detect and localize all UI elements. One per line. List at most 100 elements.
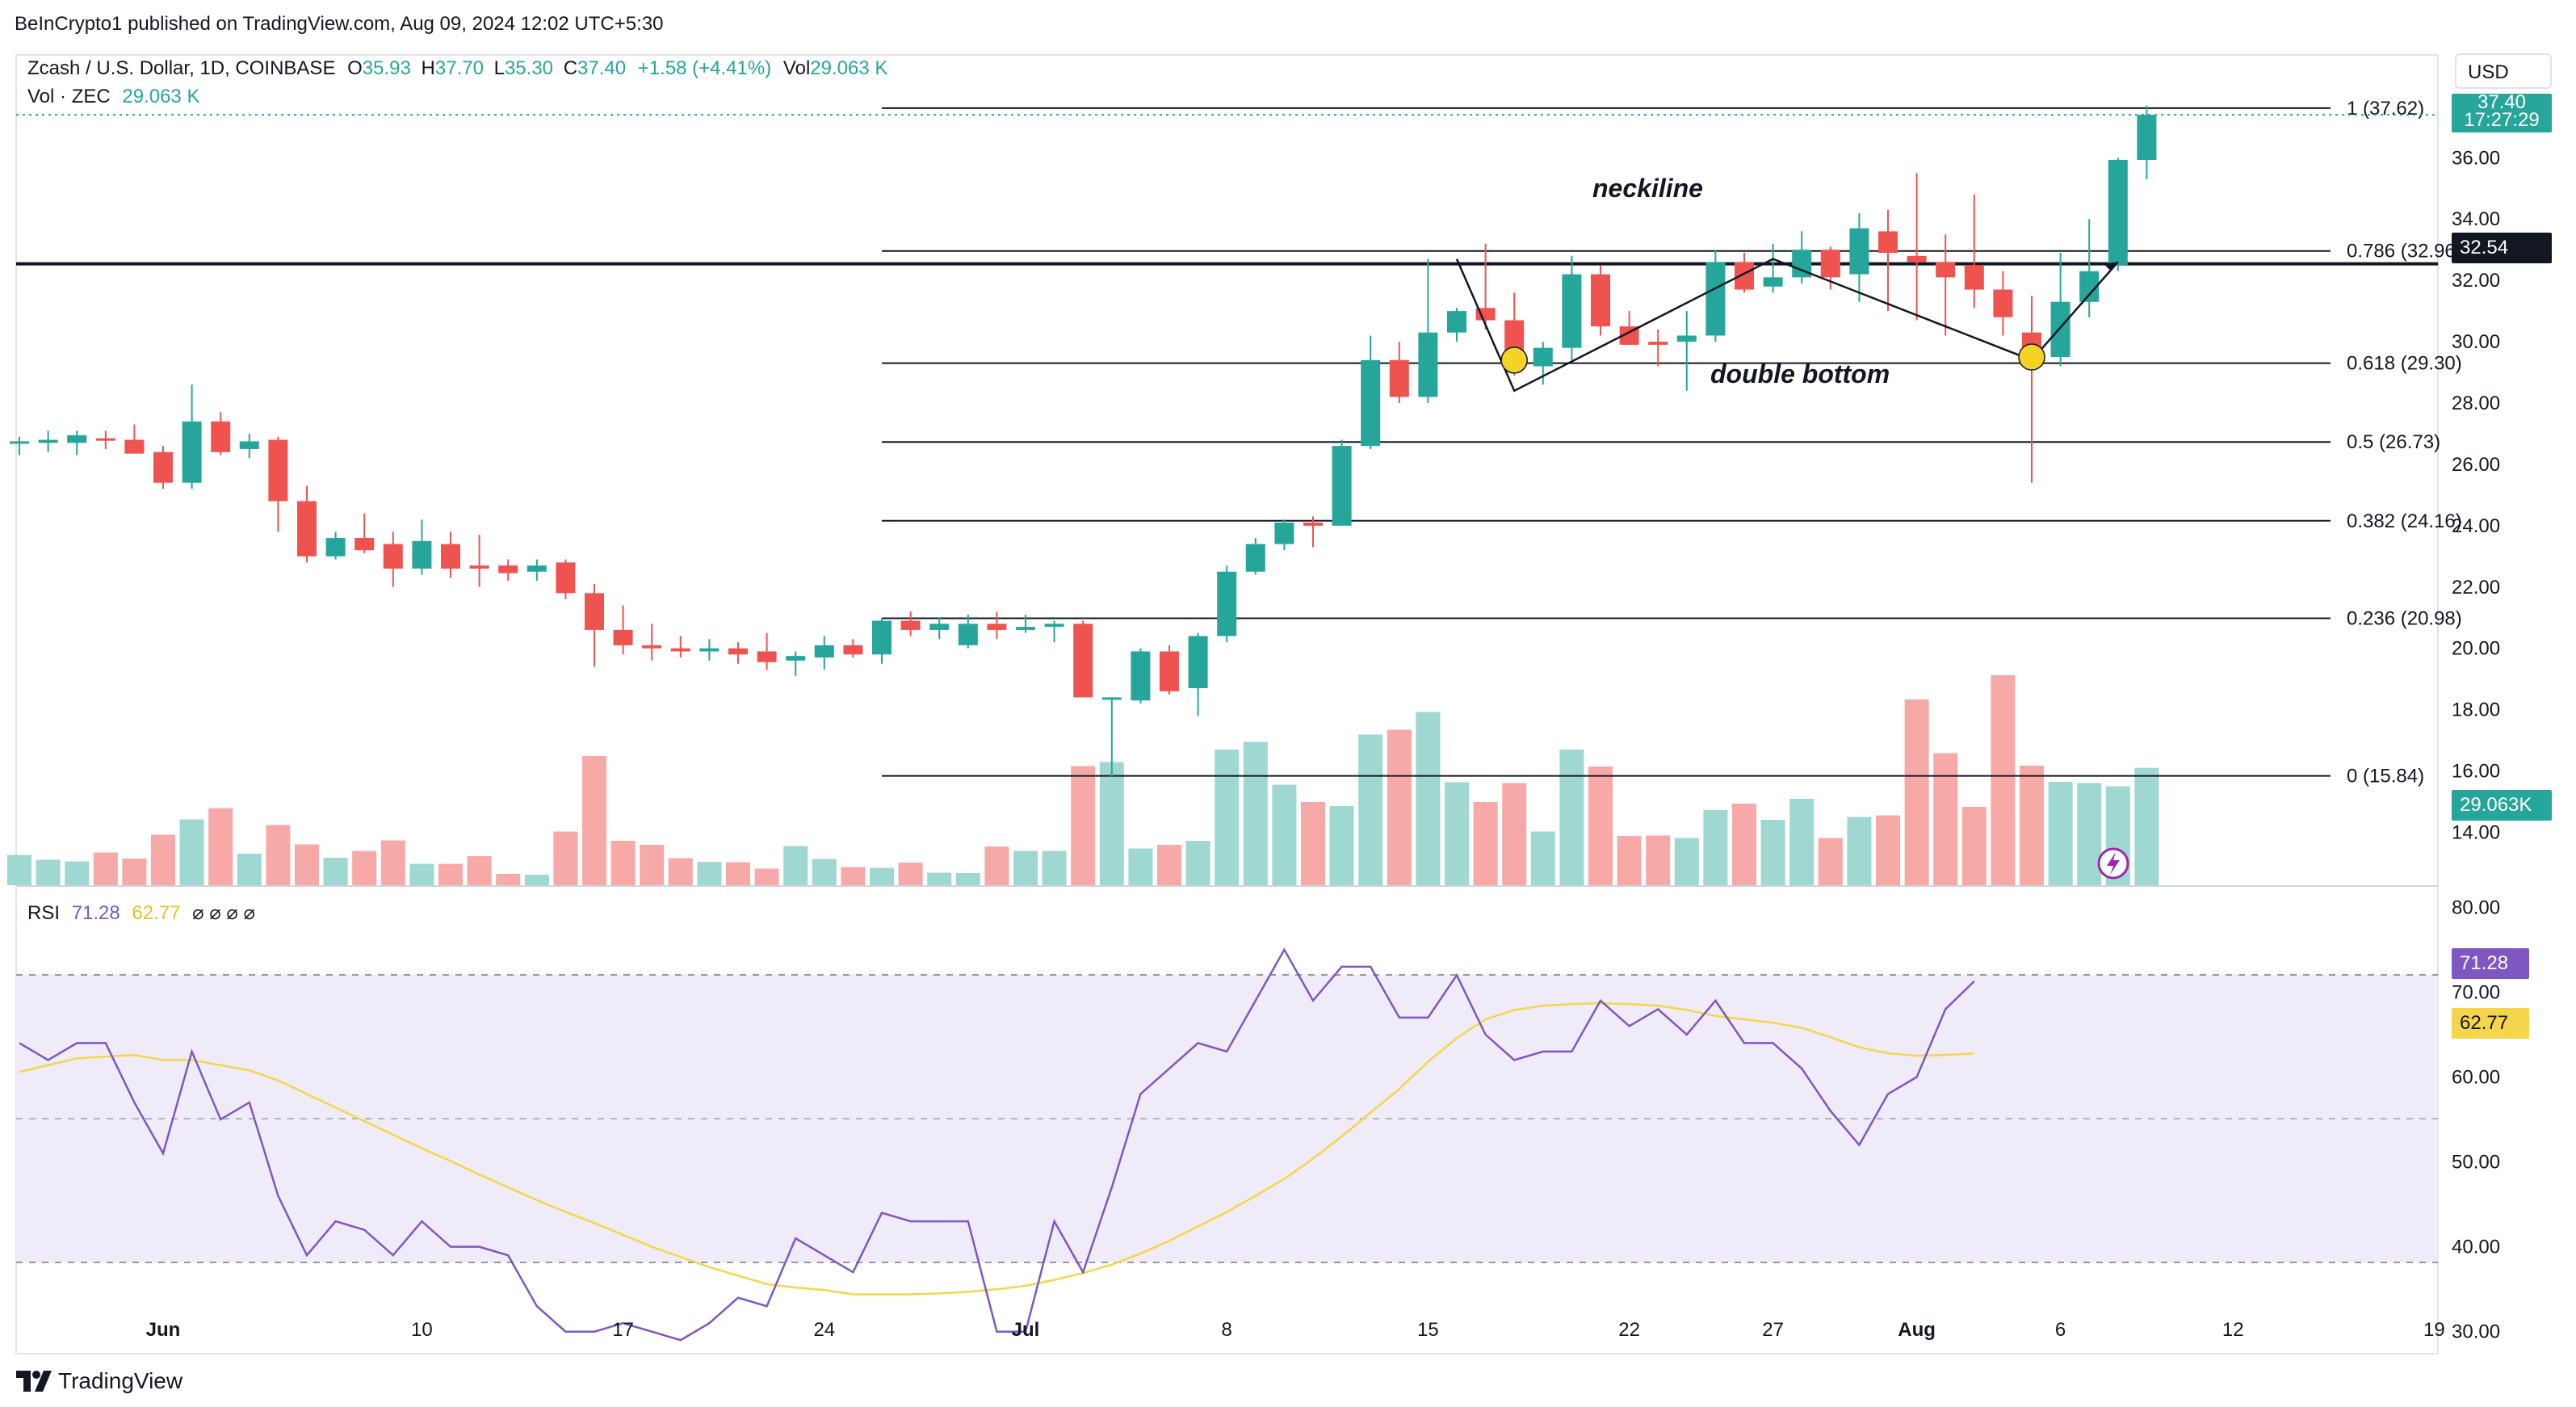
candles — [10, 105, 2157, 778]
rsi-tick: 50.00 — [2452, 1152, 2500, 1174]
rsi-value-pill: 71.28 — [2452, 948, 2529, 979]
change-value: +1.58 (+4.41%) — [637, 57, 772, 79]
candle-body — [1820, 250, 1840, 278]
volume-bar — [870, 867, 894, 885]
candle — [211, 412, 231, 456]
tradingview-logo-icon — [16, 1371, 52, 1392]
candle — [1562, 255, 1582, 360]
candle — [1188, 632, 1208, 716]
price-tick: 34.00 — [2452, 208, 2500, 230]
volume-bar — [640, 845, 665, 885]
volume-bar — [1042, 850, 1067, 885]
candle-body — [153, 452, 173, 483]
time-tick: 22 — [1618, 1319, 1640, 1341]
price-axis: 36.00 34.00 32.00 30.00 28.00 26.00 24.00 22.00… — [2452, 147, 2500, 843]
volume-bar — [1185, 841, 1210, 885]
price-tick: 18.00 — [2452, 699, 2500, 721]
pattern-path[interactable] — [1455, 258, 2119, 393]
low-label: L — [493, 57, 505, 79]
candle-body — [1907, 255, 1927, 262]
volume-legend-label[interactable]: Vol · ZEC — [27, 86, 111, 107]
candle-body — [325, 538, 346, 556]
open-label: O — [347, 57, 363, 79]
volume-bar — [1904, 699, 1929, 885]
volume-bar — [467, 856, 492, 885]
volume-bar — [1530, 831, 1555, 885]
rsi-tick: 70.00 — [2452, 981, 2500, 1003]
candle — [1131, 648, 1151, 704]
candle — [239, 433, 259, 459]
price-tick: 26.00 — [2452, 454, 2500, 476]
volume-bar — [524, 875, 549, 885]
published-line: BeInCrypto1 published on TradingView.com… — [15, 13, 664, 35]
candle-body — [182, 421, 202, 483]
currency-button[interactable]: USD — [2455, 53, 2552, 89]
volume-bar — [151, 834, 175, 885]
volume-bar — [1991, 675, 2016, 885]
candle-body — [1562, 274, 1582, 348]
fib-level-label: 0.786 (32.96) — [2347, 241, 2462, 262]
candle — [412, 519, 432, 575]
rsi-tick: 80.00 — [2452, 897, 2500, 918]
volume-bar — [1215, 750, 1240, 885]
candle-body — [987, 624, 1007, 630]
volume-bar — [1329, 806, 1354, 885]
volume-bar — [1559, 750, 1584, 885]
volume-bar — [2048, 782, 2073, 885]
volume-bar — [409, 863, 434, 885]
flash-icon[interactable] — [2097, 847, 2129, 880]
volume-bar — [1013, 850, 1038, 885]
candle-body — [1936, 262, 1956, 278]
candle — [1849, 212, 1869, 302]
time-tick: Jun — [146, 1319, 181, 1341]
time-tick: 8 — [1222, 1319, 1232, 1341]
candle — [757, 632, 777, 670]
candle — [1303, 516, 1323, 548]
candle — [1073, 620, 1093, 698]
volume-legend-value: 29.063 K — [122, 86, 200, 107]
volume-bar — [668, 858, 693, 885]
candle — [1763, 243, 1783, 293]
countdown-text: 17:27:29 — [2464, 109, 2540, 131]
volume-bar — [2077, 783, 2102, 885]
candle — [95, 430, 115, 449]
volume-bar — [237, 854, 262, 885]
candle-body — [642, 645, 662, 649]
rsi-legend: RSI 71.28 62.77 ⌀ ⌀ ⌀ ⌀ — [27, 901, 255, 925]
symbol-title[interactable]: Zcash / U.S. Dollar, 1D, COINBASE — [27, 57, 336, 79]
candle-body — [1964, 265, 1984, 290]
candle-body — [1619, 326, 1639, 345]
candle-body — [929, 624, 950, 630]
volume-bar — [1358, 734, 1383, 885]
open-value: 35.93 — [362, 57, 411, 79]
candle — [469, 535, 489, 587]
candle-body — [613, 629, 633, 645]
fib-level-label: 0.5 (26.73) — [2347, 431, 2440, 453]
vol-label: Vol — [782, 57, 811, 79]
volume-bar — [582, 756, 606, 885]
time-tick: 6 — [2055, 1319, 2066, 1341]
candle-body — [1676, 335, 1697, 342]
candle-body — [297, 501, 317, 556]
rsi-legend-label[interactable]: RSI — [27, 902, 61, 924]
volume-bar — [697, 862, 722, 885]
candle-body — [1160, 651, 1179, 691]
candle — [1016, 614, 1035, 633]
candle — [153, 446, 173, 489]
rsi-tick: 40.00 — [2452, 1237, 2500, 1258]
candle — [527, 559, 547, 582]
candle-body — [958, 624, 978, 645]
candle-body — [1044, 624, 1064, 628]
time-tick: 24 — [813, 1319, 835, 1341]
candle — [1964, 194, 1984, 309]
volume-bar — [1961, 807, 1987, 885]
rsi-legend-icons[interactable]: ⌀ ⌀ ⌀ ⌀ — [192, 902, 255, 924]
volume-bar — [1473, 802, 1498, 885]
candle-body — [814, 645, 834, 658]
candle — [124, 424, 145, 454]
candle-body — [38, 439, 58, 443]
candle-body — [1763, 277, 1783, 287]
candle — [613, 605, 633, 655]
symbol-legend: Zcash / U.S. Dollar, 1D, COINBASE O35.93… — [27, 57, 887, 80]
volume-bar — [2020, 766, 2044, 885]
